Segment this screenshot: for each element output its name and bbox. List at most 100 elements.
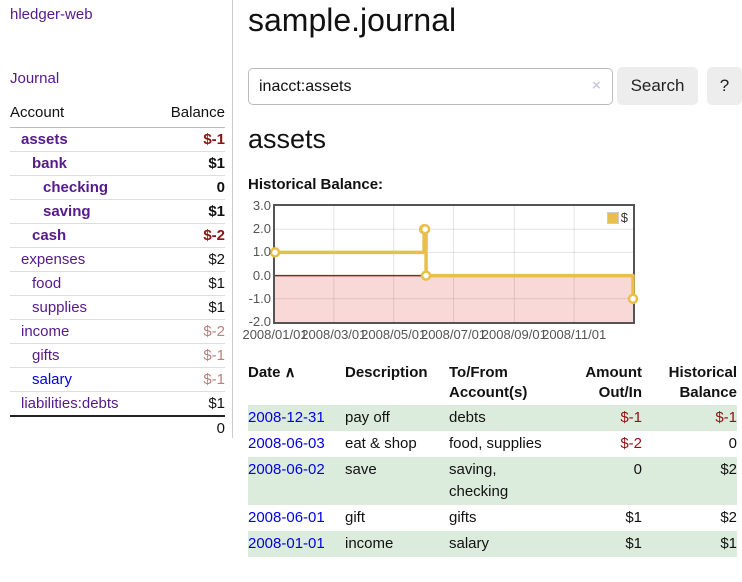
y-axis-tick-label: 1.0: [252, 244, 271, 260]
register-column-header[interactable]: Date ∧: [248, 364, 296, 381]
account-row: checking 0: [10, 175, 225, 200]
account-link[interactable]: expenses: [21, 251, 86, 268]
account-balance: $2: [153, 247, 225, 272]
account-balance: $1: [153, 391, 225, 416]
legend-swatch-icon: [606, 211, 619, 224]
y-axis-tick-label: -1.0: [248, 290, 271, 306]
sort-ascending-icon[interactable]: ∧: [280, 364, 296, 381]
account-row: assets $-1: [10, 128, 225, 152]
account-balance: $1: [153, 271, 225, 296]
register-row: 2008-12-31 pay off debts $-1 $-1: [248, 405, 737, 431]
chart-canvas: [269, 206, 639, 322]
account-link[interactable]: salary: [32, 371, 73, 388]
app-title-link[interactable]: hledger-web: [10, 6, 93, 23]
chart-legend: $: [604, 209, 630, 226]
transaction-balance: $-1: [642, 405, 737, 431]
account-row: cash $-2: [10, 223, 225, 248]
legend-label: $: [620, 210, 628, 225]
transaction-date-link[interactable]: 2008-06-03: [248, 435, 325, 452]
accounts-total-value: 0: [153, 415, 225, 440]
register-row: 2008-06-01 gift gifts $1 $2: [248, 505, 737, 531]
register-column-header: Amount Out/In: [585, 364, 642, 401]
transaction-amount: $-1: [567, 405, 642, 431]
accounts-table-header: Account Balance: [10, 100, 225, 128]
account-row: expenses $2: [10, 247, 225, 272]
search-button[interactable]: Search: [617, 67, 698, 105]
transaction-date-link[interactable]: 2008-06-02: [248, 461, 325, 478]
account-row: liabilities:debts $1: [10, 391, 225, 416]
accounts-table-body: assets $-1 bank $1 checking 0 saving $1 cash $-2 e…: [10, 128, 225, 416]
account-balance: $1: [153, 151, 225, 176]
account-row: supplies $1: [10, 295, 225, 320]
account-balance: $-1: [153, 367, 225, 392]
register-table: Date ∧ Description To/From Account(s) Amoun…: [248, 361, 737, 557]
account-balance: $-2: [153, 319, 225, 344]
transaction-date-link[interactable]: 2008-06-01: [248, 509, 325, 526]
register-row: 2008-01-01 income salary $1 $1: [248, 531, 737, 557]
account-balance: $-2: [153, 223, 225, 248]
account-link[interactable]: food: [32, 275, 62, 292]
account-balance: $-1: [153, 343, 225, 368]
transaction-date-link[interactable]: 2008-12-31: [248, 409, 325, 426]
transaction-description: eat & shop: [345, 435, 417, 452]
x-axis-tick-label: 2008/01/01: [242, 327, 308, 342]
transaction-balance: 0: [728, 435, 737, 452]
account-row: income $-2: [10, 319, 225, 344]
account-balance: $-1: [203, 131, 225, 148]
account-link[interactable]: saving: [43, 203, 91, 220]
sidebar: hledger-web Journal Account Balance asse…: [0, 0, 233, 440]
search-input[interactable]: [248, 68, 613, 105]
account-link[interactable]: gifts: [32, 347, 60, 364]
account-balance: 0: [153, 175, 225, 200]
account-link[interactable]: supplies: [32, 299, 88, 316]
transaction-description: income: [345, 531, 449, 557]
register-header-row: Date ∧ Description To/From Account(s) Amoun…: [248, 361, 737, 405]
register-row: 2008-06-02 save saving, checking 0 $2: [248, 457, 737, 505]
account-row: gifts $-1: [10, 343, 225, 368]
account-balance: $1: [153, 199, 225, 224]
y-axis-tick-label: 0.0: [252, 267, 271, 283]
balance-chart: $: [269, 204, 639, 324]
transaction-description: save: [345, 457, 449, 505]
transaction-balance: $2: [642, 457, 737, 505]
transaction-accounts: gifts: [449, 509, 477, 526]
transaction-amount: $1: [567, 531, 642, 557]
x-axis-tick-label: 2008/07/01: [420, 327, 487, 342]
register-column-header: Historical Balance: [668, 364, 737, 401]
transaction-accounts: debts: [449, 405, 567, 431]
transaction-balance: $2: [720, 509, 737, 526]
register-column-header: To/From Account(s): [449, 364, 528, 401]
transaction-amount: $-2: [620, 435, 642, 452]
account-link[interactable]: checking: [43, 179, 109, 196]
y-axis-tick-label: 3.0: [252, 198, 271, 213]
accounts-column-balance: Balance: [153, 100, 225, 128]
transaction-amount: 0: [567, 457, 642, 505]
page-title: sample.journal: [248, 2, 457, 38]
transaction-description: pay off: [345, 405, 449, 431]
account-row: bank $1: [10, 151, 225, 176]
transaction-balance: $1: [642, 531, 737, 557]
sidebar-item-journal[interactable]: Journal: [10, 70, 60, 87]
help-button[interactable]: ?: [707, 67, 742, 105]
clear-search-icon[interactable]: ×: [592, 77, 601, 94]
transaction-amount: $1: [625, 509, 642, 526]
x-axis-tick-label: 2008/05/01: [361, 327, 427, 342]
account-link[interactable]: liabilities:debts: [21, 395, 119, 412]
accounts-column-account: Account: [10, 100, 154, 128]
account-link[interactable]: cash: [32, 227, 67, 244]
accounts-total-row: 0: [10, 415, 225, 440]
x-axis-tick-label: 2008/09/01: [481, 327, 547, 342]
account-link[interactable]: bank: [32, 155, 68, 172]
account-row: saving $1: [10, 199, 225, 224]
account-link[interactable]: assets: [21, 131, 68, 148]
x-axis-tick-label: 2008/11/01: [542, 327, 607, 342]
transaction-accounts: salary: [449, 531, 567, 557]
x-axis-tick-label: 2008/03/01: [301, 327, 367, 342]
accounts-table: Account Balance assets $-1 bank $1 checking 0…: [10, 100, 225, 440]
account-row: salary $-1: [10, 367, 225, 392]
account-link[interactable]: income: [21, 323, 70, 340]
account-row: food $1: [10, 271, 225, 296]
transaction-date-link[interactable]: 2008-01-01: [248, 535, 325, 552]
register-row: 2008-06-03 eat & shop food, supplies $-2 0: [248, 431, 737, 457]
y-axis-tick-label: -2.0: [248, 314, 271, 329]
